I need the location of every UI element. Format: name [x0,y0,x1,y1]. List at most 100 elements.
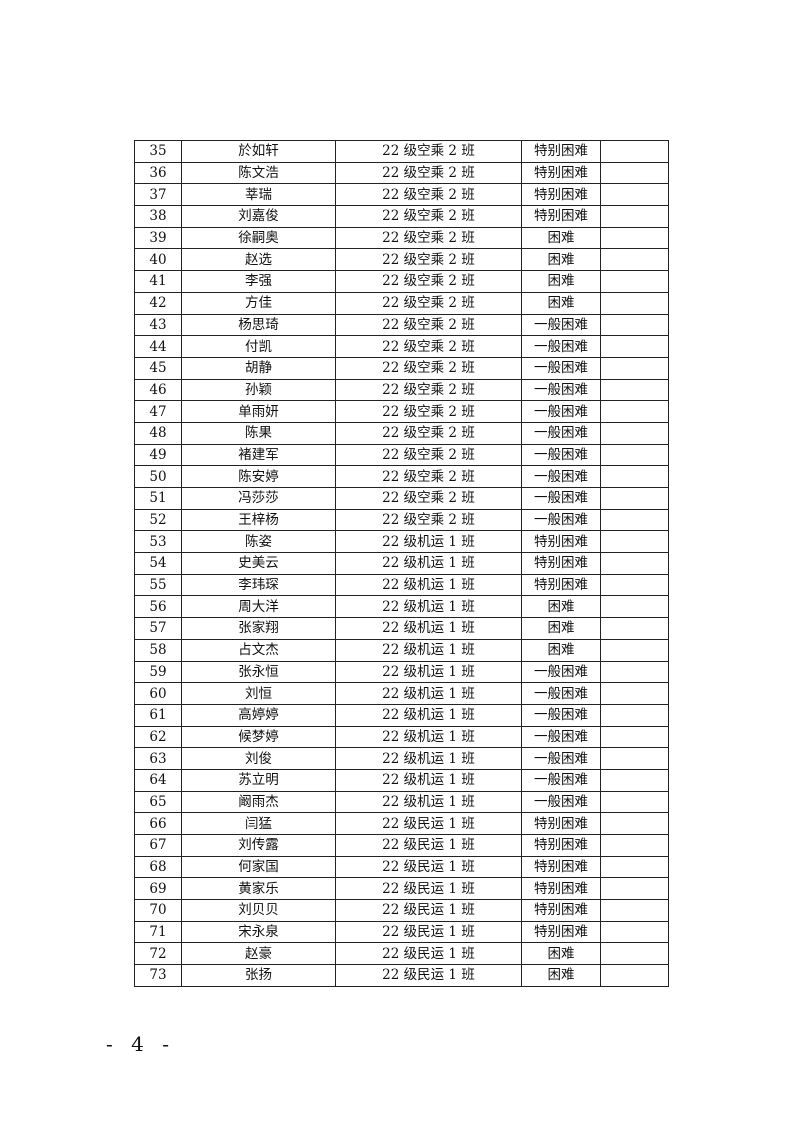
row-number: 35 [134,140,182,163]
table-row: 65 阚雨杰 22 级机运 1 班一般困难 [134,790,669,814]
row-number: 60 [134,682,182,705]
class-name: 22 级民运 1 班 [335,877,522,901]
row-number: 44 [134,335,182,358]
difficulty-level: 困难 [521,638,601,662]
note-cell [600,248,669,272]
difficulty-level: 一般困难 [521,768,601,792]
difficulty-level: 一般困难 [521,703,601,727]
student-name: 张扬 [181,964,336,987]
note-cell [600,552,669,575]
difficulty-level: 困难 [521,248,601,272]
note-cell [600,834,669,857]
class-name: 22 级民运 1 班 [335,964,522,987]
student-name: 单雨妍 [181,400,336,423]
class-name: 22 级空乘 2 班 [335,226,522,250]
table-row: 71 宋永泉 22 级民运 1 班特别困难 [134,920,669,944]
student-name: 占文杰 [181,638,336,662]
table-row: 44 付凯 22 级空乘 2 班一般困难 [134,335,669,358]
difficulty-level: 困难 [521,595,601,619]
class-name: 22 级空乘 2 班 [335,205,522,228]
note-cell [600,595,669,619]
student-name: 刘嘉俊 [181,205,336,228]
class-name: 22 级民运 1 班 [335,855,522,879]
row-number: 41 [134,270,182,293]
table-row: 70 刘贝贝 22 级民运 1 班特别困难 [134,899,669,922]
class-name: 22 级机运 1 班 [335,530,522,554]
difficulty-level: 困难 [521,617,601,640]
table-row: 59 张永恒 22 级机运 1 班一般困难 [134,660,669,684]
note-cell [600,140,669,163]
class-name: 22 级空乘 2 班 [335,270,522,293]
row-number: 58 [134,638,182,662]
class-name: 22 级机运 1 班 [335,768,522,792]
row-number: 39 [134,226,182,250]
class-name: 22 级空乘 2 班 [335,313,522,337]
class-name: 22 级空乘 2 班 [335,291,522,315]
difficulty-level: 困难 [521,270,601,293]
difficulty-level: 一般困难 [521,508,601,532]
student-name: 刘俊 [181,747,336,770]
class-name: 22 级民运 1 班 [335,899,522,922]
row-number: 62 [134,725,182,749]
class-name: 22 级机运 1 班 [335,660,522,684]
difficulty-level: 一般困难 [521,682,601,705]
difficulty-level: 特别困难 [521,812,601,835]
note-cell [600,790,669,814]
note-cell [600,855,669,879]
student-table: 35 於如轩 22 级空乘 2 班特别困难 36 陈文浩 22 级空乘 2 班特别困难 37… [134,140,669,987]
student-name: 刘恒 [181,682,336,705]
difficulty-level: 特别困难 [521,552,601,575]
difficulty-level: 困难 [521,942,601,966]
row-number: 56 [134,595,182,619]
table-row: 45 胡静 22 级空乘 2 班一般困难 [134,356,669,380]
row-number: 63 [134,747,182,770]
class-name: 22 级机运 1 班 [335,573,522,597]
difficulty-level: 一般困难 [521,335,601,358]
row-number: 57 [134,617,182,640]
student-name: 张家翔 [181,617,336,640]
row-number: 73 [134,964,182,987]
note-cell [600,508,669,532]
table-row: 66 闫猛 22 级民运 1 班特别困难 [134,812,669,835]
table-row: 69 黄家乐 22 级民运 1 班特别困难 [134,877,669,901]
difficulty-level: 特别困难 [521,161,601,185]
table-row: 39 徐嗣奥 22 级空乘 2 班困难 [134,226,669,250]
student-name: 高婷婷 [181,703,336,727]
table-row: 61 高婷婷 22 级机运 1 班一般困难 [134,703,669,727]
note-cell [600,378,669,402]
note-cell [600,768,669,792]
row-number: 54 [134,552,182,575]
difficulty-level: 一般困难 [521,660,601,684]
table-row: 40 赵选 22 级空乘 2 班困难 [134,248,669,272]
class-name: 22 级空乘 2 班 [335,140,522,163]
table-row: 53 陈姿 22 级机运 1 班特别困难 [134,530,669,554]
note-cell [600,573,669,597]
table-row: 62 候梦婷 22 级机运 1 班一般困难 [134,725,669,749]
table-row: 56 周大洋 22 级机运 1 班困难 [134,595,669,619]
student-name: 史美云 [181,552,336,575]
row-number: 66 [134,812,182,835]
row-number: 45 [134,356,182,380]
note-cell [600,205,669,228]
student-name: 付凯 [181,335,336,358]
class-name: 22 级空乘 2 班 [335,400,522,423]
note-cell [600,877,669,901]
note-cell [600,747,669,770]
student-name: 冯莎莎 [181,487,336,510]
difficulty-level: 特别困难 [521,877,601,901]
class-name: 22 级机运 1 班 [335,790,522,814]
note-cell [600,421,669,445]
difficulty-level: 特别困难 [521,834,601,857]
class-name: 22 级机运 1 班 [335,703,522,727]
student-name: 阚雨杰 [181,790,336,814]
student-name: 陈果 [181,421,336,445]
student-name: 刘传露 [181,834,336,857]
difficulty-level: 一般困难 [521,790,601,814]
difficulty-level: 一般困难 [521,747,601,770]
note-cell [600,356,669,380]
note-cell [600,617,669,640]
table-row: 55 李玮琛 22 级机运 1 班特别困难 [134,573,669,597]
student-name: 陈安婷 [181,465,336,488]
class-name: 22 级机运 1 班 [335,725,522,749]
row-number: 61 [134,703,182,727]
